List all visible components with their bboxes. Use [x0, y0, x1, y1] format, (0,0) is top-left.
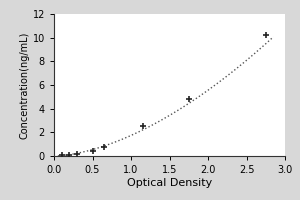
Y-axis label: Concentration(ng/mL): Concentration(ng/mL) [20, 31, 30, 139]
X-axis label: Optical Density: Optical Density [127, 178, 212, 188]
